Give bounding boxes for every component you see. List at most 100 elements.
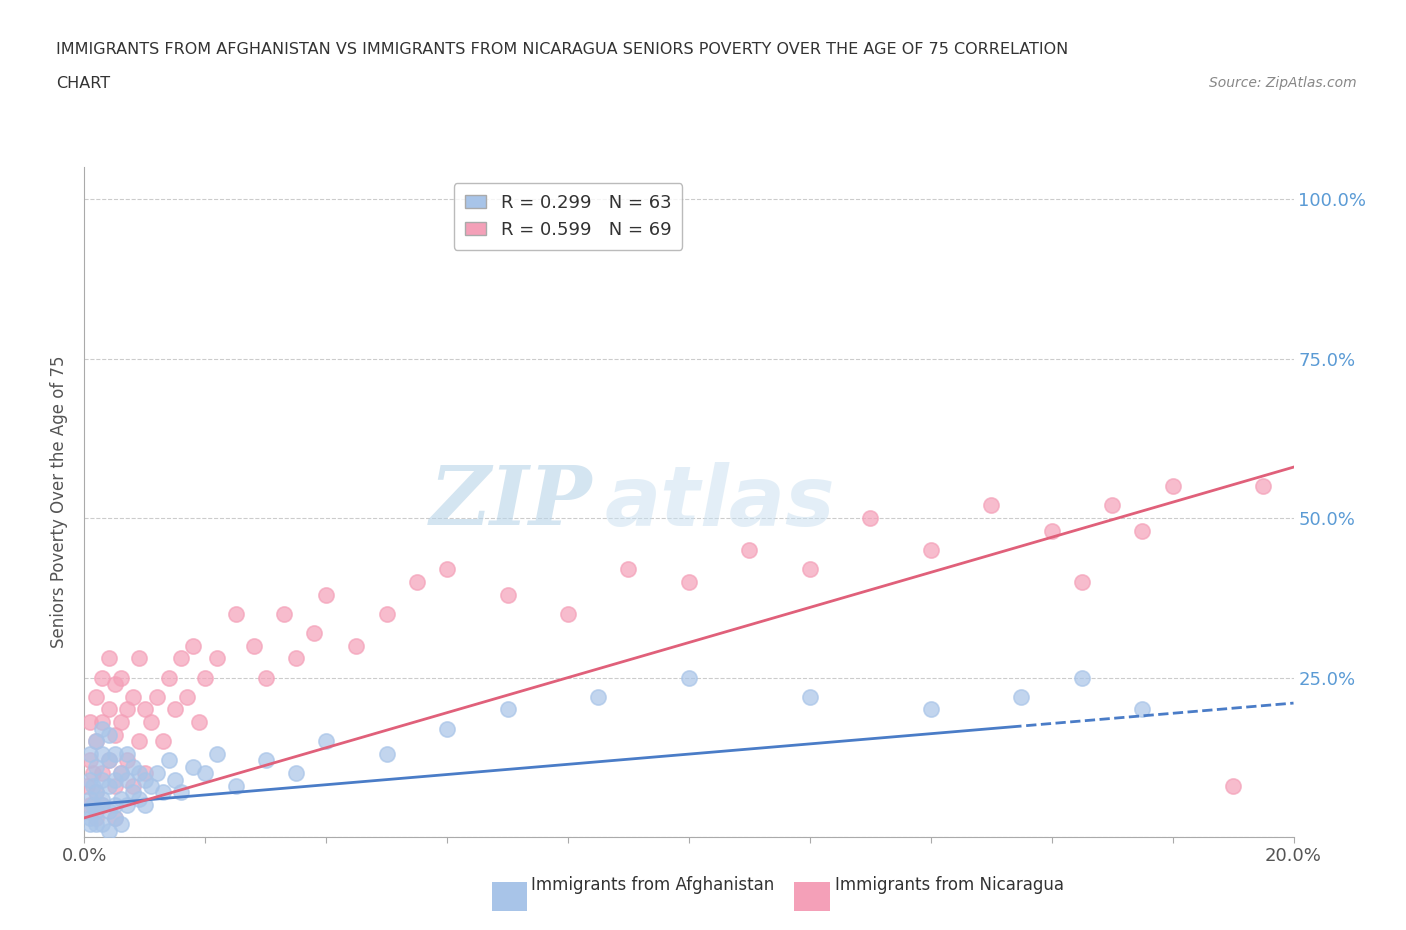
Point xyxy=(91,798,114,813)
Point xyxy=(134,798,156,813)
Point xyxy=(146,765,169,780)
Point xyxy=(82,765,104,780)
Point xyxy=(557,606,579,621)
Point xyxy=(104,798,127,813)
Point xyxy=(79,715,101,730)
Point xyxy=(194,765,217,780)
Point xyxy=(79,810,101,825)
Point xyxy=(110,765,132,780)
Point xyxy=(97,727,120,742)
Text: atlas: atlas xyxy=(605,461,835,543)
Point xyxy=(82,798,104,813)
Point xyxy=(157,671,180,685)
Point xyxy=(375,606,398,621)
Point xyxy=(104,810,127,825)
Point xyxy=(859,511,882,525)
Point xyxy=(104,747,127,762)
Point xyxy=(406,575,429,590)
Point xyxy=(97,753,120,768)
Point xyxy=(121,760,143,775)
Point xyxy=(97,823,120,838)
Point xyxy=(1130,702,1153,717)
Point xyxy=(139,715,162,730)
Point xyxy=(1161,479,1184,494)
Text: Immigrants from Afghanistan: Immigrants from Afghanistan xyxy=(531,876,775,895)
Point xyxy=(152,734,174,749)
Text: CHART: CHART xyxy=(56,76,110,91)
Point xyxy=(302,626,325,641)
Point xyxy=(285,651,308,666)
Point xyxy=(165,772,187,787)
Point xyxy=(207,651,229,666)
Point xyxy=(97,702,120,717)
Point xyxy=(134,765,156,780)
Point xyxy=(76,778,98,793)
Point xyxy=(104,727,127,742)
Y-axis label: Seniors Poverty Over the Age of 75: Seniors Poverty Over the Age of 75 xyxy=(51,356,69,648)
Point xyxy=(121,785,143,800)
Point xyxy=(91,791,114,806)
Point xyxy=(139,778,162,793)
Point xyxy=(104,676,127,691)
Point xyxy=(110,817,132,831)
Point xyxy=(1222,778,1244,793)
Point xyxy=(181,760,204,775)
Point xyxy=(346,638,368,653)
Point xyxy=(79,791,101,806)
Point xyxy=(115,772,138,787)
Point xyxy=(110,765,132,780)
Point xyxy=(79,772,101,787)
Point xyxy=(436,562,458,577)
Point xyxy=(91,817,114,831)
Point xyxy=(79,798,101,813)
Point xyxy=(110,715,132,730)
Point xyxy=(104,810,127,825)
Point xyxy=(91,765,114,780)
Point xyxy=(91,772,114,787)
Point xyxy=(115,702,138,717)
Point xyxy=(115,747,138,762)
Point xyxy=(97,651,120,666)
Point xyxy=(157,753,180,768)
Point xyxy=(920,702,942,717)
Point xyxy=(242,638,264,653)
Point xyxy=(617,562,640,577)
Point xyxy=(170,785,193,800)
Point xyxy=(121,778,143,793)
Point xyxy=(128,791,150,806)
Point xyxy=(194,671,217,685)
Point xyxy=(273,606,295,621)
Point xyxy=(1011,689,1033,704)
Point xyxy=(375,747,398,762)
Point xyxy=(86,804,108,819)
Point xyxy=(79,753,101,768)
Point xyxy=(315,734,337,749)
Point xyxy=(128,765,150,780)
Point xyxy=(86,760,108,775)
Point xyxy=(170,651,193,666)
Point xyxy=(315,587,337,602)
Point xyxy=(588,689,610,704)
Point xyxy=(1253,479,1275,494)
Point xyxy=(104,778,127,793)
Point xyxy=(91,715,114,730)
Point xyxy=(110,671,132,685)
Point xyxy=(799,689,821,704)
Point xyxy=(225,778,247,793)
Point xyxy=(1101,498,1123,512)
Point xyxy=(678,671,700,685)
Point xyxy=(110,791,132,806)
Point xyxy=(91,798,114,813)
Point xyxy=(188,715,211,730)
Point xyxy=(134,772,156,787)
Point xyxy=(799,562,821,577)
Point xyxy=(254,671,277,685)
Point xyxy=(254,753,277,768)
Point xyxy=(86,785,108,800)
Point xyxy=(86,817,108,831)
Point xyxy=(97,753,120,768)
Point xyxy=(121,689,143,704)
Point xyxy=(496,702,519,717)
Point xyxy=(97,778,120,793)
Point xyxy=(738,542,761,557)
